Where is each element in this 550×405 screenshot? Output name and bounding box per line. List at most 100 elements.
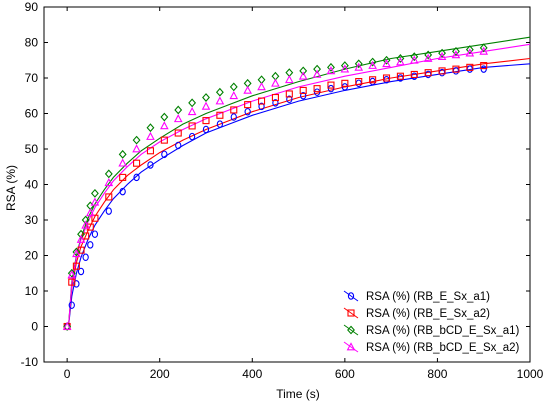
data-point: [230, 106, 238, 114]
x-axis-label: Time (s): [276, 387, 320, 401]
data-point: [68, 301, 75, 309]
data-point: [229, 90, 239, 100]
data-point: [354, 62, 364, 71]
x-tick-label: 400: [242, 367, 262, 381]
data-point: [479, 43, 488, 53]
plot-area: [43, 6, 531, 363]
x-tick-label: 200: [150, 367, 170, 381]
data-point: [133, 159, 141, 167]
data-point: [480, 65, 487, 73]
data-point: [340, 61, 349, 71]
data-point: [271, 93, 279, 102]
y-tick-label: 20: [25, 249, 39, 263]
data-point: [173, 114, 183, 123]
data-point: [465, 45, 474, 55]
data-point: [174, 105, 183, 115]
data-point: [77, 229, 85, 239]
data-point: [188, 132, 196, 141]
data-point: [90, 188, 99, 198]
x-tick-label: 1000: [517, 367, 544, 381]
data-point: [354, 59, 363, 69]
data-point: [313, 64, 322, 74]
legend-swatch-marker: [347, 325, 355, 335]
data-point: [312, 69, 322, 78]
data-point: [299, 86, 307, 94]
data-point: [410, 70, 418, 78]
y-tick-label: 70: [25, 71, 39, 85]
data-point: [479, 46, 489, 55]
data-point: [229, 82, 238, 92]
data-point: [326, 66, 336, 75]
data-point: [132, 144, 141, 153]
data-point: [368, 60, 377, 69]
legend-swatch-marker: [347, 292, 355, 300]
data-point: [67, 270, 77, 279]
x-tick-label: 0: [64, 367, 71, 381]
data-point: [67, 268, 76, 278]
data-point: [72, 248, 81, 258]
legend-swatch-line: [343, 307, 359, 319]
data-point: [202, 125, 210, 134]
legend-swatch-line: [343, 341, 359, 353]
data-point: [201, 101, 211, 110]
plot-border: [43, 6, 531, 363]
data-point: [215, 87, 224, 97]
data-point: [340, 64, 350, 73]
x-axis-ticks: 0 200 400 600 800 1000: [64, 7, 544, 381]
y-tick-label: 30: [25, 213, 39, 227]
data-point: [368, 57, 377, 67]
data-point: [118, 158, 128, 167]
data-point: [355, 78, 363, 86]
data-point: [86, 223, 94, 231]
data-point: [382, 74, 391, 82]
data-point: [451, 50, 461, 59]
data-point: [147, 161, 154, 169]
data-point: [81, 215, 90, 225]
y-tick-label: 50: [25, 142, 39, 156]
data-point: [382, 55, 391, 65]
data-point: [76, 234, 86, 243]
data-point: [286, 95, 293, 104]
legend-swatch-marker: [346, 342, 356, 351]
data-point: [104, 177, 114, 187]
data-point: [146, 131, 155, 140]
data-point: [480, 62, 488, 70]
fit-line: [67, 63, 531, 327]
data-point: [118, 149, 127, 159]
data-point: [188, 122, 196, 130]
data-point: [465, 48, 475, 57]
x-tick-label: 800: [427, 367, 447, 381]
data-point: [85, 208, 95, 217]
data-point: [409, 55, 419, 64]
data-point: [424, 69, 432, 77]
data-point: [424, 50, 433, 60]
y-tick-label: 80: [25, 36, 39, 50]
data-point: [452, 65, 460, 73]
data-point: [272, 99, 279, 107]
data-point: [216, 120, 224, 128]
data-point: [160, 136, 168, 144]
data-point: [271, 78, 280, 87]
legend-label: RSA (%) (RB_E_Sx_a2): [366, 308, 490, 320]
legend-label: RSA (%) (RB_bCD_E_Sx_a1): [366, 325, 520, 337]
data-point: [215, 96, 225, 105]
data-point: [72, 247, 81, 257]
data-point: [369, 76, 377, 84]
data-point: [257, 97, 266, 105]
data-point: [105, 193, 113, 201]
data-point: [175, 141, 182, 150]
data-point: [119, 173, 127, 181]
data-point: [63, 322, 72, 331]
data-point: [90, 197, 100, 206]
data-point: [437, 51, 447, 61]
y-axis-ticks: -10 0 10 20 30 40 50 60 70 80 90: [21, 0, 530, 369]
y-tick-label: 40: [25, 178, 39, 192]
data-point: [410, 52, 419, 62]
data-point: [202, 93, 210, 102]
data-point: [438, 48, 446, 58]
data-point: [382, 59, 391, 68]
data-point: [244, 107, 251, 116]
data-point: [82, 253, 89, 262]
data-point: [104, 169, 113, 179]
